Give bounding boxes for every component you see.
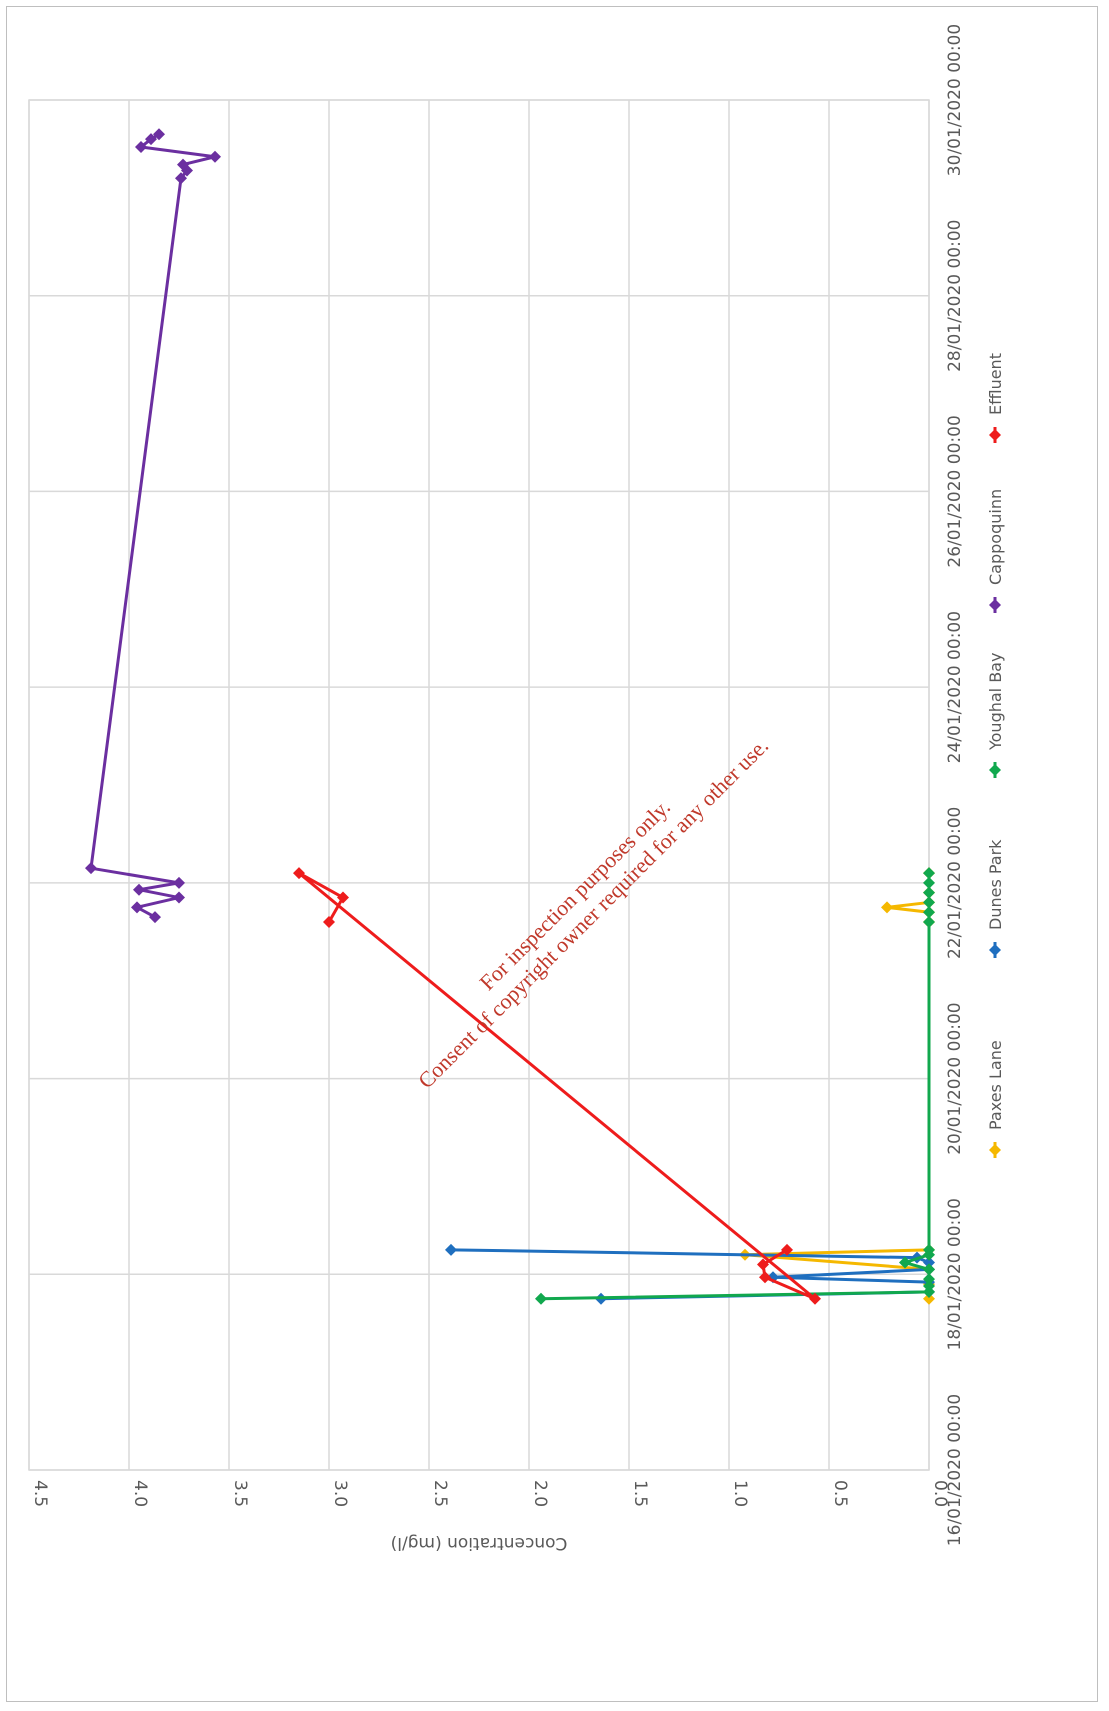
data-point-marker xyxy=(923,867,935,880)
date-tick-label: 24/01/2020 00:00 xyxy=(945,611,965,763)
data-point-marker xyxy=(923,896,935,909)
data-point-marker xyxy=(293,867,305,880)
data-point-marker xyxy=(175,172,187,185)
value-tick-label: 0.5 xyxy=(830,1480,850,1507)
date-tick-label: 18/01/2020 00:00 xyxy=(945,1198,965,1350)
series-line xyxy=(89,132,217,919)
value-tick-label: 4.5 xyxy=(30,1480,50,1507)
legend-item: Cappoquinn xyxy=(986,489,1005,613)
series-line xyxy=(540,873,931,1301)
data-point-marker xyxy=(809,1292,821,1305)
data-point-marker xyxy=(131,901,143,914)
legend-item: Paxes Lane xyxy=(986,1040,1005,1158)
gridlines xyxy=(28,99,930,1471)
legend-marker xyxy=(989,944,1001,956)
legend-label: Effluent xyxy=(986,353,1005,415)
data-point-marker xyxy=(923,886,935,899)
legend-marker xyxy=(989,429,1001,441)
legend-item: Dunes Park xyxy=(986,839,1005,958)
data-point-marker xyxy=(209,150,221,163)
data-point-marker xyxy=(757,1258,769,1271)
data-point-marker xyxy=(923,906,935,919)
legend-label: Cappoquinn xyxy=(986,489,1005,585)
value-tick-label: 2.5 xyxy=(430,1480,450,1507)
date-tick-label: 16/01/2020 00:00 xyxy=(945,1394,965,1546)
data-point-marker xyxy=(323,916,335,928)
data-point-marker xyxy=(923,1280,935,1293)
data-point-marker xyxy=(923,1256,935,1269)
data-point-marker xyxy=(923,876,935,889)
data-point-marker xyxy=(445,1243,457,1256)
legend-marker xyxy=(989,599,1001,611)
legend: Paxes Lane Dunes Park Youghal Bay Cappoquin… xyxy=(986,353,1005,1158)
watermark: For inspection purposes only. Consent of… xyxy=(413,733,773,1093)
data-point-marker xyxy=(149,911,161,924)
legend-label: Dunes Park xyxy=(986,839,1005,930)
data-point-marker xyxy=(535,1292,547,1305)
value-tick-label: 3.0 xyxy=(330,1480,350,1507)
watermark-line-1: For inspection purposes only. xyxy=(474,794,675,995)
data-point-marker xyxy=(173,891,185,904)
data-point-marker xyxy=(881,901,893,914)
data-point-marker xyxy=(337,891,349,904)
legend-marker xyxy=(989,764,1001,776)
series-effluent xyxy=(293,867,821,1305)
date-tick-label: 30/01/2020 00:00 xyxy=(945,24,965,176)
data-point-marker xyxy=(923,1243,935,1256)
data-point-marker xyxy=(177,158,189,171)
data-point-marker xyxy=(923,1263,935,1276)
watermark-line-2: Consent of copyright owner required for … xyxy=(413,733,773,1093)
series-paxes-lane xyxy=(739,867,935,1305)
date-tick-label: 26/01/2020 00:00 xyxy=(945,415,965,567)
data-point-marker xyxy=(145,133,157,146)
date-tick-label: 20/01/2020 00:00 xyxy=(945,1002,965,1154)
series-cappoquinn xyxy=(85,128,221,924)
data-point-marker xyxy=(133,883,145,896)
series-youghal-bay xyxy=(535,867,935,1305)
series-group xyxy=(85,128,935,1305)
value-tick-label: 1.5 xyxy=(630,1480,650,1507)
data-point-marker xyxy=(759,1271,771,1284)
data-point-marker xyxy=(173,876,185,889)
data-point-marker xyxy=(923,916,935,928)
value-tick-label: 4.0 xyxy=(130,1480,150,1507)
chart-frame xyxy=(6,6,1098,1702)
legend-marker xyxy=(989,1144,1001,1156)
series-line xyxy=(743,873,931,1299)
legend-label: Youghal Bay xyxy=(986,653,1005,751)
value-tick-label: 3.5 xyxy=(230,1480,250,1507)
date-tick-label: 22/01/2020 00:00 xyxy=(945,807,965,959)
data-point-marker xyxy=(899,1256,911,1269)
legend-item: Youghal Bay xyxy=(986,653,1005,778)
tick-labels: 0.0 0.5 1.0 1.5 2.0 2.5 3.0 3.5 4.0 4.5 16/01/2020… xyxy=(30,24,965,1546)
data-point-marker xyxy=(923,1292,935,1305)
data-point-marker xyxy=(923,1273,935,1286)
data-point-marker xyxy=(153,128,165,141)
date-tick-label: 28/01/2020 00:00 xyxy=(945,220,965,372)
data-point-marker xyxy=(85,862,97,875)
value-tick-label: 1.0 xyxy=(730,1480,750,1507)
value-tick-label: 0.0 xyxy=(930,1480,950,1507)
legend-item: Effluent xyxy=(986,353,1005,443)
value-tick-label: 2.0 xyxy=(530,1480,550,1507)
legend-label: Paxes Lane xyxy=(986,1040,1005,1130)
data-point-marker xyxy=(135,140,147,153)
data-point-marker xyxy=(781,1243,793,1256)
y-axis-title: Concentration (mg/l) xyxy=(391,1533,568,1553)
